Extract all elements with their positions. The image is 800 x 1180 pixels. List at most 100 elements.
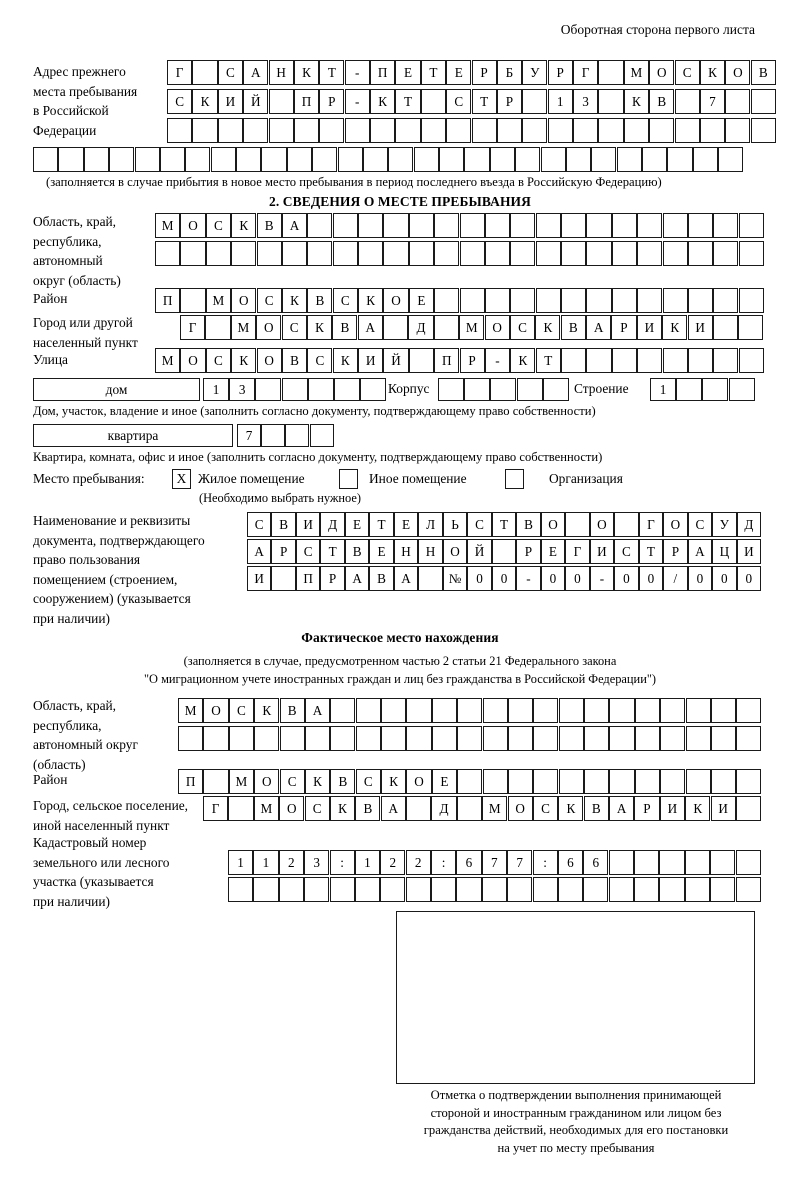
grid-cell[interactable]: 1 — [354, 850, 381, 875]
grid-cell[interactable]: К — [306, 315, 333, 340]
grid-cell[interactable]: С — [247, 512, 272, 537]
grid-cell[interactable] — [687, 288, 714, 313]
grid-cell[interactable] — [464, 147, 490, 172]
grid-cell[interactable]: Ц — [712, 539, 737, 564]
grid-cell[interactable]: К — [381, 769, 407, 794]
grid-cell[interactable] — [309, 424, 334, 447]
grid-cell[interactable]: 1 — [203, 378, 229, 401]
grid-cell[interactable]: С — [467, 512, 492, 537]
grid-cell[interactable] — [459, 241, 485, 266]
grid-cell[interactable]: С — [307, 348, 333, 373]
grid-cell[interactable] — [312, 147, 338, 172]
grid-cell[interactable] — [228, 726, 254, 751]
grid-cell[interactable] — [547, 118, 573, 143]
grid-cell[interactable] — [532, 877, 558, 902]
grid-cell[interactable]: В — [279, 698, 305, 723]
grid-cell[interactable] — [533, 698, 559, 723]
grid-cell[interactable] — [685, 698, 711, 723]
grid-cell[interactable]: 2 — [380, 850, 406, 875]
grid-cell[interactable] — [192, 60, 218, 85]
grid-cell[interactable] — [370, 118, 396, 143]
grid-cell[interactable] — [203, 726, 229, 751]
grid-cell[interactable] — [660, 769, 686, 794]
grid-cell[interactable] — [456, 877, 482, 902]
grid-cell[interactable] — [482, 698, 508, 723]
grid-cell[interactable]: О — [663, 512, 688, 537]
grid-cell[interactable] — [333, 378, 360, 401]
grid-cell[interactable] — [279, 726, 305, 751]
grid-cell[interactable] — [256, 241, 282, 266]
grid-cell[interactable] — [584, 698, 610, 723]
grid-cell[interactable] — [687, 241, 714, 266]
grid-cell[interactable]: П — [370, 60, 396, 85]
grid-cell[interactable]: С — [279, 769, 305, 794]
grid-cell[interactable]: В — [355, 796, 381, 821]
grid-cell[interactable] — [254, 726, 280, 751]
grid-cell[interactable] — [728, 378, 755, 401]
grid-cell[interactable]: Р — [471, 60, 497, 85]
grid-cell[interactable]: К — [293, 60, 320, 85]
grid-cell[interactable] — [395, 118, 421, 143]
grid-cell[interactable]: Е — [540, 539, 566, 564]
grid-cell[interactable]: Е — [408, 288, 434, 313]
grid-cell[interactable] — [535, 241, 561, 266]
grid-cell[interactable]: О — [406, 769, 432, 794]
grid-cell[interactable]: 1 — [650, 378, 676, 401]
grid-cell[interactable]: О — [442, 539, 468, 564]
grid-cell[interactable]: 7 — [237, 424, 261, 447]
grid-cell[interactable]: Т — [420, 60, 446, 85]
grid-cell[interactable] — [431, 877, 457, 902]
grid-cell[interactable] — [611, 288, 637, 313]
grid-cell[interactable] — [413, 147, 439, 172]
grid-cell[interactable]: К — [358, 288, 384, 313]
grid-cell[interactable] — [281, 378, 308, 401]
grid-cell[interactable]: С — [687, 512, 713, 537]
grid-cell[interactable] — [684, 877, 710, 902]
grid-cell[interactable] — [420, 89, 446, 114]
grid-cell[interactable]: 1 — [228, 850, 254, 875]
grid-cell[interactable]: К — [370, 89, 396, 114]
grid-cell[interactable]: П — [295, 566, 321, 591]
grid-cell[interactable] — [710, 698, 737, 723]
grid-cell[interactable]: П — [434, 348, 460, 373]
grid-cell[interactable] — [362, 147, 389, 172]
grid-cell[interactable]: Н — [418, 539, 443, 564]
grid-cell[interactable] — [659, 850, 685, 875]
grid-cell[interactable] — [713, 288, 739, 313]
grid-cell[interactable]: Й — [383, 348, 409, 373]
grid-cell[interactable] — [405, 877, 431, 902]
grid-cell[interactable]: О — [256, 315, 282, 340]
grid-cell[interactable]: Т — [319, 60, 345, 85]
grid-cell[interactable] — [710, 726, 737, 751]
grid-cell[interactable] — [662, 288, 688, 313]
grid-cell[interactable] — [598, 60, 624, 85]
grid-cell[interactable]: К — [510, 348, 536, 373]
grid-cell[interactable] — [307, 378, 334, 401]
grid-cell[interactable]: О — [725, 60, 751, 85]
grid-cell[interactable] — [496, 118, 523, 143]
grid-cell[interactable] — [586, 288, 612, 313]
grid-cell[interactable] — [58, 147, 84, 172]
grid-cell[interactable] — [459, 288, 485, 313]
grid-cell[interactable] — [180, 241, 206, 266]
grid-cell[interactable]: 1 — [547, 89, 573, 114]
grid-cell[interactable]: У — [712, 512, 737, 537]
grid-cell[interactable]: Е — [431, 769, 457, 794]
grid-cell[interactable] — [330, 698, 356, 723]
grid-cell[interactable]: Р — [271, 539, 296, 564]
grid-cell[interactable] — [464, 378, 491, 401]
grid-cell[interactable] — [684, 850, 710, 875]
grid-cell[interactable]: № — [442, 566, 468, 591]
grid-cell[interactable]: С — [205, 213, 231, 238]
grid-cell[interactable] — [355, 698, 381, 723]
section2-region-row-2[interactable] — [155, 241, 764, 266]
grid-cell[interactable]: И — [736, 539, 761, 564]
grid-cell[interactable]: О — [231, 288, 257, 313]
grid-cell[interactable]: В — [330, 769, 356, 794]
grid-cell[interactable] — [457, 769, 483, 794]
grid-cell[interactable] — [261, 147, 287, 172]
grid-cell[interactable]: Р — [611, 315, 637, 340]
grid-cell[interactable]: О — [589, 512, 615, 537]
grid-cell[interactable] — [738, 288, 764, 313]
